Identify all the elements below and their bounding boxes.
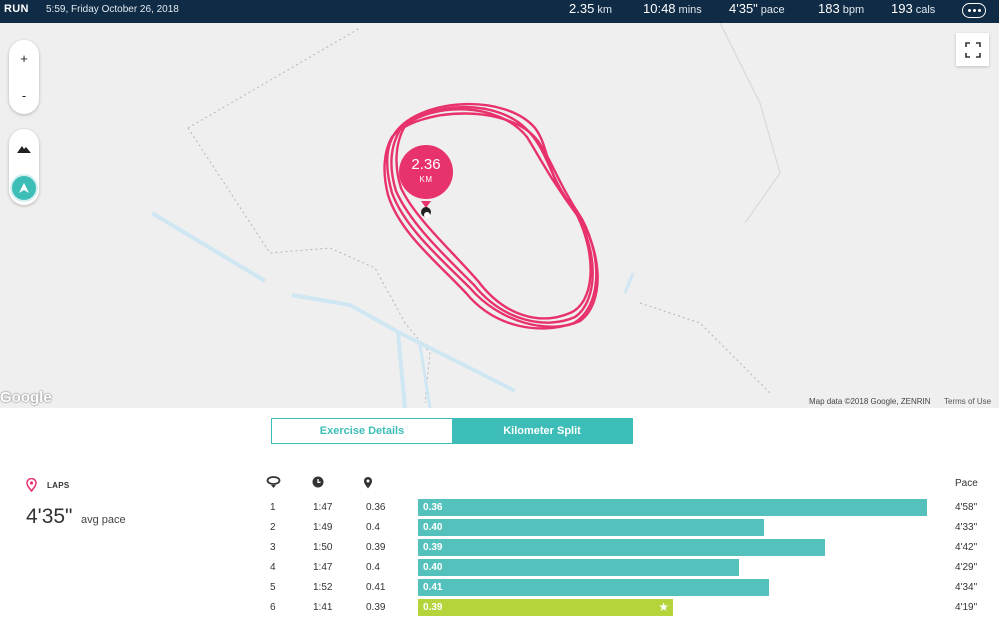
split-row: 4 1:47 0.4 0.40 4'29" [0,559,999,579]
split-row: 1 1:47 0.36 0.36 4'58" [0,499,999,519]
lap-bar-label: 0.36 [423,502,443,513]
lap-bar-label: 0.39 [423,602,443,613]
duration-value: 10:48 [643,1,676,16]
lap-loop-icon [266,476,281,488]
lap-time: 1:47 [313,502,333,513]
lap-bar-label: 0.39 [423,542,443,553]
lap-pace-bar: 0.39 ★ [418,599,673,616]
navigation-arrow-icon [19,183,29,193]
distance-badge-unit: KM [419,175,433,184]
lap-distance: 0.36 [366,502,386,513]
lap-pace-bar: 0.36 [418,499,927,516]
lap-pace: 4'19" [955,602,978,613]
star-icon: ★ [658,600,669,614]
pace-value: 4'35" [729,1,758,16]
terrain-button[interactable] [9,135,39,161]
pace-unit: pace [760,4,785,16]
map-layer-control [9,129,39,205]
lap-time: 1:41 [313,602,333,613]
lap-distance: 0.4 [366,562,380,573]
lap-pace-bar: 0.40 [418,519,764,536]
lap-bar-label: 0.40 [423,522,443,533]
distance-badge: 2.36 KM [399,145,453,199]
lap-pace-bar: 0.39 [418,539,825,556]
lap-number: 1 [270,502,276,513]
calories-unit: cals [915,4,936,16]
lap-distance: 0.39 [366,542,386,553]
lap-bar-label: 0.40 [423,562,443,573]
pace-stat: 4'35" pace [729,1,785,16]
distance-unit: km [597,4,612,16]
heart-rate-unit: bpm [842,4,865,16]
start-marker-icon [421,201,431,218]
lap-pace: 4'42" [955,542,978,553]
distance-badge-value: 2.36 [411,156,441,173]
ellipsis-icon [967,9,971,12]
lap-pace: 4'34" [955,582,978,593]
heart-rate-value: 183 [818,1,840,16]
distance-pin-icon [364,477,372,489]
fullscreen-icon [964,41,981,58]
lap-pace-bar: 0.40 [418,559,739,576]
lap-distance: 0.4 [366,522,380,533]
activity-datetime: 5:59, Friday October 26, 2018 [46,4,179,15]
pace-column-header: Pace [955,478,978,489]
lap-distance: 0.39 [366,602,386,613]
lap-pace-bar: 0.41 [418,579,769,596]
average-pace-label: avg pace [81,514,126,526]
tab-kilometer-split[interactable]: Kilometer Split [452,419,632,443]
map-attribution: Map data ©2018 Google, ZENRIN [809,397,931,406]
terms-of-use-link[interactable]: Terms of Use [944,397,992,406]
lap-time: 1:50 [313,542,333,553]
lap-pace: 4'29" [955,562,978,573]
lap-time: 1:49 [313,522,333,533]
view-tabs: Exercise Details Kilometer Split [271,418,633,444]
lap-number: 6 [270,602,276,613]
zoom-control: + - [9,40,39,114]
duration-stat: 10:48 mins [643,1,702,16]
lap-time: 1:47 [313,562,333,573]
zoom-in-button[interactable]: + [20,51,28,66]
calories-value: 193 [891,1,913,16]
split-row: 5 1:52 0.41 0.41 4'34" [0,579,999,599]
laps-label: LAPS [47,481,70,490]
split-row: 3 1:50 0.39 0.39 4'42" [0,539,999,559]
average-pace-value: 4'35" [26,505,73,528]
tab-exercise-details[interactable]: Exercise Details [272,419,452,443]
lap-number: 2 [270,522,276,533]
lap-number: 4 [270,562,276,573]
split-row: 2 1:49 0.4 0.40 4'33" [0,519,999,539]
route-map[interactable]: + - 2.36 KM Google Map data ©2018 Google… [0,23,999,408]
lap-number: 5 [270,582,276,593]
fullscreen-button[interactable] [956,33,989,66]
lap-pace: 4'58" [955,502,978,513]
zoom-out-button[interactable]: - [21,88,27,103]
google-logo: Google [0,389,52,406]
lap-number: 3 [270,542,276,553]
route-path [383,103,599,330]
heart-rate-stat: 183 bpm [818,1,864,16]
activity-type: RUN [4,3,29,15]
distance-value: 2.35 [569,1,595,16]
follow-route-button[interactable] [10,174,38,202]
more-options-button[interactable] [962,3,986,18]
map-canvas [150,23,781,408]
activity-header: RUN 5:59, Friday October 26, 2018 2.35 km… [0,0,999,23]
location-pin-icon [26,478,37,492]
mountain-icon [17,145,31,153]
calories-stat: 193 cals [891,1,935,16]
lap-bar-label: 0.41 [423,582,443,593]
lap-time: 1:52 [313,582,333,593]
duration-unit: mins [678,4,702,16]
split-row: 6 1:41 0.39 0.39 ★ 4'19" [0,599,999,619]
clock-icon [312,476,324,488]
lap-pace: 4'33" [955,522,978,533]
lap-distance: 0.41 [366,582,386,593]
distance-stat: 2.35 km [569,1,612,16]
